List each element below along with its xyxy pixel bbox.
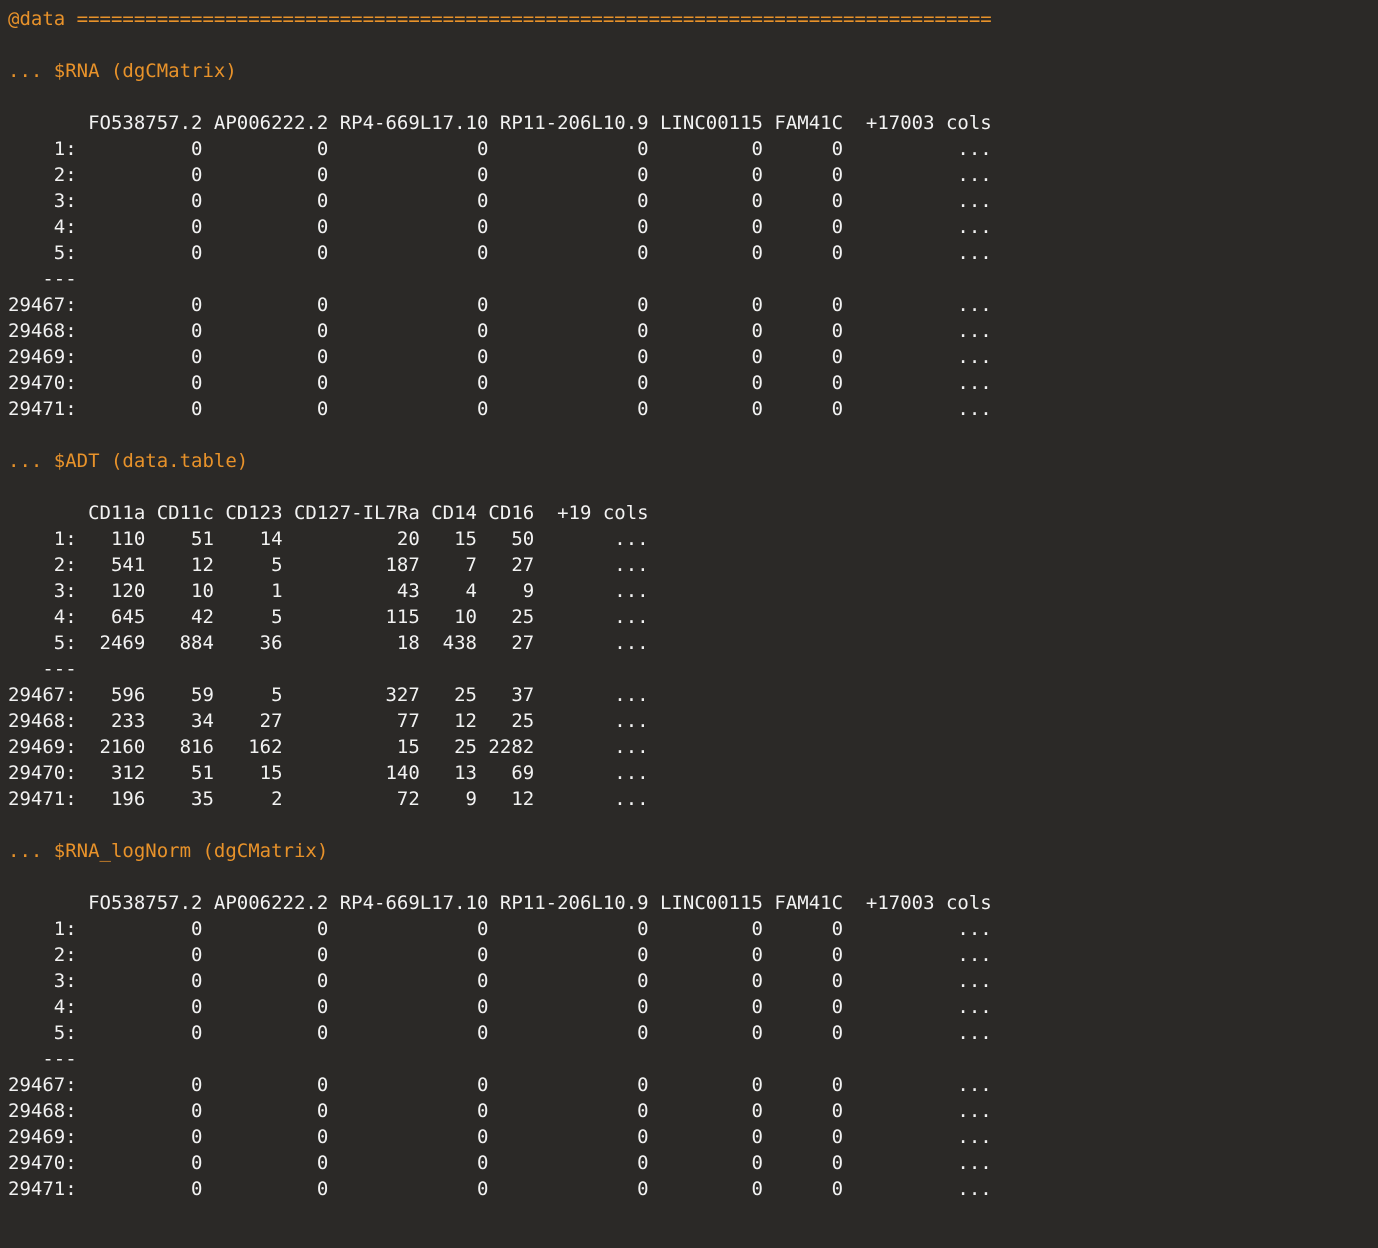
table-row: 29470: 312 51 15 140 13 69 ...	[8, 762, 649, 784]
table-row: 29469: 2160 816 162 15 25 2282 ...	[8, 736, 649, 758]
table-row: 2: 0 0 0 0 0 0 ...	[8, 944, 992, 966]
table-row: 2: 541 12 5 187 7 27 ...	[8, 554, 649, 576]
table-row: 29471: 0 0 0 0 0 0 ...	[8, 398, 992, 420]
data-header: @data ==================================…	[8, 8, 992, 30]
table-row: 1: 0 0 0 0 0 0 ...	[8, 918, 992, 940]
table-row: 29467: 0 0 0 0 0 0 ...	[8, 294, 992, 316]
blank-line	[8, 474, 1378, 500]
row-ellipsis: ---	[8, 1048, 77, 1070]
table-row: 29468: 233 34 27 77 12 25 ...	[8, 710, 649, 732]
section-title: ... $ADT (data.table)	[8, 450, 249, 472]
table-row: 29470: 0 0 0 0 0 0 ...	[8, 1152, 992, 1174]
table-row: 29468: 0 0 0 0 0 0 ...	[8, 320, 992, 342]
table-row: 2: 0 0 0 0 0 0 ...	[8, 164, 992, 186]
table-row: 3: 0 0 0 0 0 0 ...	[8, 970, 992, 992]
table-row: 29469: 0 0 0 0 0 0 ...	[8, 346, 992, 368]
table-row: 3: 0 0 0 0 0 0 ...	[8, 190, 992, 212]
table-header: FO538757.2 AP006222.2 RP4-669L17.10 RP11…	[8, 892, 992, 914]
blank-line	[8, 864, 1378, 890]
table-header: FO538757.2 AP006222.2 RP4-669L17.10 RP11…	[8, 112, 992, 134]
blank-line	[8, 812, 1378, 838]
table-row: 3: 120 10 1 43 4 9 ...	[8, 580, 649, 602]
table-header: CD11a CD11c CD123 CD127-IL7Ra CD14 CD16 …	[8, 502, 649, 524]
table-row: 29469: 0 0 0 0 0 0 ...	[8, 1126, 992, 1148]
table-row: 5: 0 0 0 0 0 0 ...	[8, 242, 992, 264]
table-row: 4: 645 42 5 115 10 25 ...	[8, 606, 649, 628]
table-row: 29467: 0 0 0 0 0 0 ...	[8, 1074, 992, 1096]
blank-line	[8, 32, 1378, 58]
row-ellipsis: ---	[8, 658, 77, 680]
console-output: @data ==================================…	[8, 8, 1378, 1202]
blank-line	[8, 422, 1378, 448]
section-rna-lognorm: ... $RNA_logNorm (dgCMatrix) FO538757.2 …	[8, 838, 1378, 1202]
table-row: 4: 0 0 0 0 0 0 ...	[8, 216, 992, 238]
blank-line	[8, 84, 1378, 110]
section-title: ... $RNA (dgCMatrix)	[8, 60, 237, 82]
section-rna: ... $RNA (dgCMatrix) FO538757.2 AP006222…	[8, 58, 1378, 422]
table-row: 4: 0 0 0 0 0 0 ...	[8, 996, 992, 1018]
section-title: ... $RNA_logNorm (dgCMatrix)	[8, 840, 329, 862]
table-row: 5: 2469 884 36 18 438 27 ...	[8, 632, 649, 654]
table-row: 1: 110 51 14 20 15 50 ...	[8, 528, 649, 550]
table-row: 1: 0 0 0 0 0 0 ...	[8, 138, 992, 160]
table-row: 29467: 596 59 5 327 25 37 ...	[8, 684, 649, 706]
section-adt: ... $ADT (data.table) CD11a CD11c CD123 …	[8, 448, 1378, 812]
table-row: 29470: 0 0 0 0 0 0 ...	[8, 372, 992, 394]
table-row: 29471: 196 35 2 72 9 12 ...	[8, 788, 649, 810]
table-row: 29468: 0 0 0 0 0 0 ...	[8, 1100, 992, 1122]
row-ellipsis: ---	[8, 268, 77, 290]
table-row: 5: 0 0 0 0 0 0 ...	[8, 1022, 992, 1044]
table-row: 29471: 0 0 0 0 0 0 ...	[8, 1178, 992, 1200]
